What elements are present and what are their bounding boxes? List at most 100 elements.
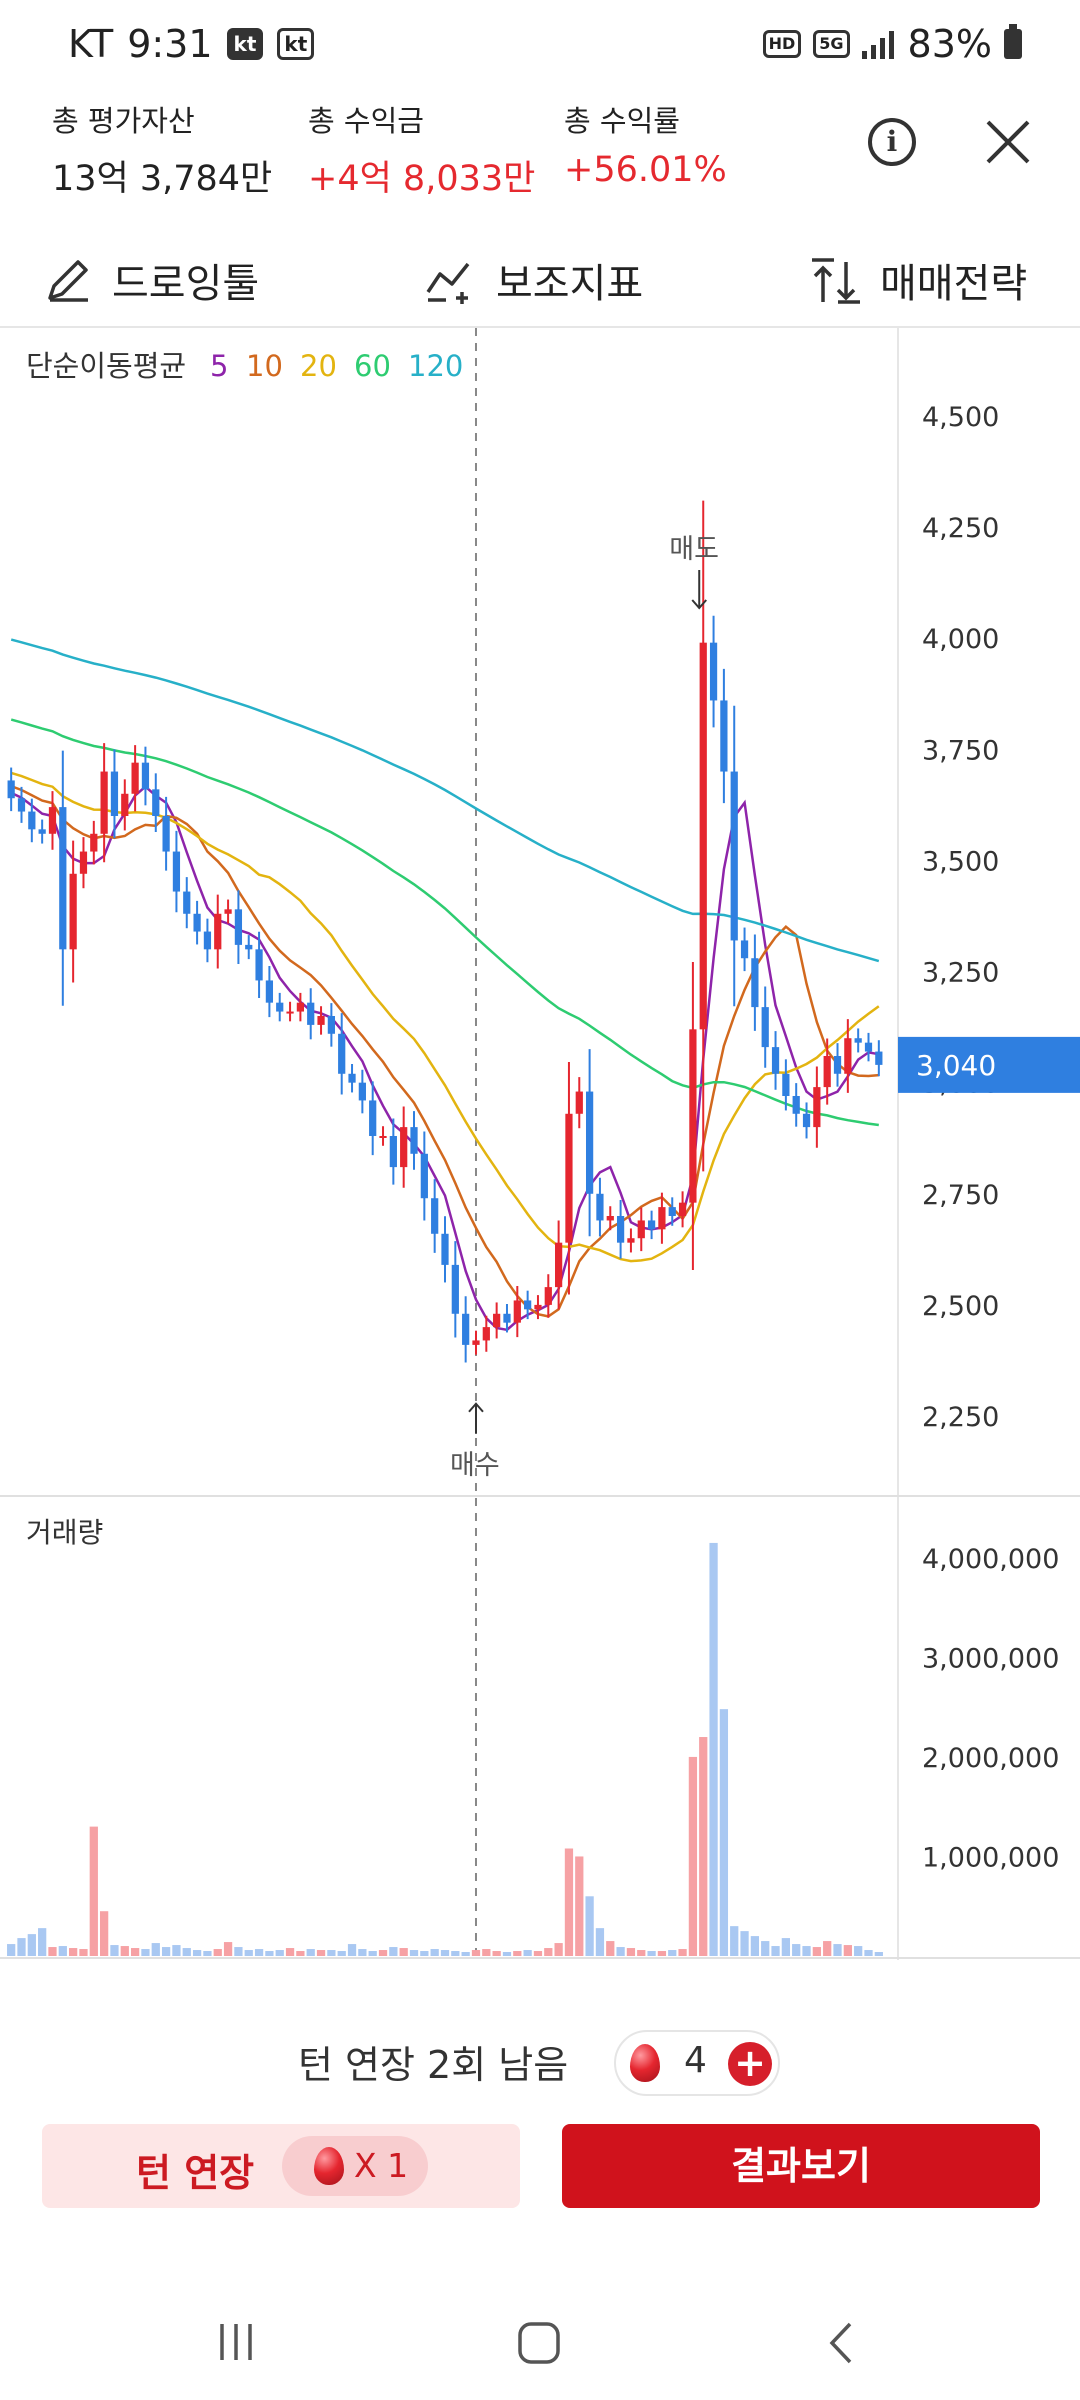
volume-bar bbox=[843, 1945, 852, 1956]
volume-bar bbox=[874, 1952, 883, 1956]
kt-badge-outline-icon: kt bbox=[277, 28, 315, 60]
view-result-button[interactable]: 결과보기 bbox=[562, 2124, 1040, 2208]
volume-bar bbox=[48, 1947, 57, 1956]
candle-body bbox=[214, 913, 222, 950]
price-tick-label: 3,750 bbox=[922, 735, 999, 766]
volume-bar bbox=[657, 1951, 667, 1956]
candle-body bbox=[813, 1087, 821, 1128]
volume-bar bbox=[471, 1950, 481, 1956]
close-icon[interactable] bbox=[982, 116, 1034, 168]
candle-body bbox=[121, 793, 129, 816]
ma-legend-title: 단순이동평균 bbox=[26, 349, 186, 383]
candle-body bbox=[110, 771, 119, 816]
volume-bar bbox=[864, 1950, 873, 1956]
back-icon[interactable] bbox=[822, 2320, 862, 2366]
volume-bar bbox=[130, 1948, 140, 1956]
chart-area[interactable]: 단순이동평균 5 10 20 60 120 거래량 2,250 2,500 2,750 3,0… bbox=[0, 328, 1080, 1960]
volume-bar bbox=[69, 1948, 78, 1956]
volume-bar bbox=[678, 1949, 687, 1956]
candle-body bbox=[338, 1033, 346, 1074]
volume-bar bbox=[616, 1947, 625, 1956]
candle-body bbox=[131, 762, 139, 794]
home-icon[interactable] bbox=[516, 2320, 562, 2366]
volume-bar bbox=[296, 1951, 305, 1956]
current-price-tag: 3,040 bbox=[898, 1036, 1080, 1093]
indicator-button[interactable]: 보조지표 bbox=[424, 232, 643, 328]
volume-bar bbox=[17, 1938, 26, 1956]
candle-body bbox=[17, 798, 26, 812]
volume-bar bbox=[492, 1951, 501, 1956]
egg-coin-balance: 4 + bbox=[614, 2030, 780, 2096]
turn-extend-button[interactable]: 턴 연장 X 1 bbox=[42, 2124, 520, 2208]
candle-body bbox=[689, 1029, 697, 1203]
candle-body bbox=[462, 1313, 470, 1345]
strategy-button[interactable]: 매매전략 bbox=[808, 232, 1027, 328]
volume-axis: 1,000,000 2,000,000 3,000,000 4,000,000 bbox=[922, 1544, 1059, 1874]
volume-bar bbox=[234, 1947, 243, 1956]
egg-count: 4 bbox=[684, 2040, 707, 2081]
candle-body bbox=[833, 1056, 842, 1074]
candle-body bbox=[38, 829, 46, 834]
current-price-badge bbox=[898, 1036, 1080, 1093]
buy-arrow-head bbox=[468, 1402, 484, 1413]
volume-bar bbox=[792, 1944, 801, 1956]
volume-tick-label: 1,000,000 bbox=[922, 1842, 1059, 1873]
candle-body bbox=[565, 1113, 573, 1243]
candle-body bbox=[699, 642, 707, 1030]
candle-body bbox=[410, 1127, 418, 1154]
candle-body bbox=[59, 807, 67, 950]
price-volume-chart[interactable]: 단순이동평균 5 10 20 60 120 거래량 2,250 2,500 2,750 3,0… bbox=[0, 328, 1080, 1960]
candle-body bbox=[513, 1300, 521, 1323]
volume-bar bbox=[833, 1944, 842, 1956]
volume-bar bbox=[223, 1942, 233, 1956]
kt-badge-icon: kt bbox=[226, 28, 264, 60]
price-tick-label: 2,750 bbox=[922, 1180, 999, 1211]
indicator-icon bbox=[426, 262, 470, 304]
volume-bar bbox=[213, 1949, 222, 1956]
price-tick-label: 4,000 bbox=[922, 624, 999, 655]
candle-body bbox=[792, 1096, 800, 1114]
candle-body bbox=[48, 807, 57, 834]
ma-legend-period: 60 bbox=[354, 349, 391, 383]
volume-bar bbox=[99, 1911, 109, 1956]
volume-bar bbox=[172, 1945, 181, 1956]
volume-bar bbox=[585, 1896, 594, 1956]
volume-bars bbox=[7, 1542, 883, 1956]
drawing-tool-button[interactable]: 드로잉툴 bbox=[42, 232, 259, 328]
volume-bar bbox=[440, 1950, 450, 1956]
status-left: KT 9:31 kt kt bbox=[68, 22, 315, 66]
volume-tick-label: 3,000,000 bbox=[922, 1643, 1059, 1674]
volume-bar bbox=[533, 1951, 543, 1956]
info-icon[interactable]: i bbox=[868, 118, 916, 166]
buy-label: 매수 bbox=[450, 1450, 500, 1481]
current-price-label: 3,040 bbox=[916, 1049, 996, 1082]
candle-body bbox=[875, 1051, 883, 1065]
volume-bar bbox=[554, 1943, 563, 1956]
candle-body bbox=[234, 909, 243, 945]
candle-body bbox=[141, 762, 150, 790]
candle-body bbox=[400, 1127, 408, 1168]
volume-bar bbox=[409, 1950, 419, 1956]
volume-tick-label: 4,000,000 bbox=[922, 1544, 1059, 1575]
total-return: 총 수익률 +56.01% bbox=[564, 98, 727, 190]
battery-icon bbox=[1004, 24, 1022, 59]
candle-body bbox=[596, 1193, 604, 1221]
candle-body bbox=[503, 1313, 511, 1323]
candle-body bbox=[720, 700, 728, 772]
recent-apps-icon[interactable] bbox=[214, 2320, 258, 2364]
volume-bar bbox=[719, 1709, 729, 1956]
total-assets-label: 총 평가자산 bbox=[52, 104, 195, 138]
volume-bar bbox=[316, 1950, 326, 1956]
volume-bar bbox=[244, 1950, 253, 1956]
candle-body bbox=[296, 1002, 305, 1012]
volume-bar bbox=[668, 1950, 677, 1956]
add-egg-button[interactable]: + bbox=[728, 2042, 772, 2086]
candle-body bbox=[245, 944, 253, 950]
ma-line-20 bbox=[10, 771, 880, 1263]
price-axis: 2,2502,5002,7503,0003,2503,5003,7504,000… bbox=[922, 402, 999, 1433]
candle-body bbox=[255, 949, 263, 981]
volume-bar bbox=[254, 1949, 264, 1956]
volume-bar bbox=[285, 1948, 295, 1956]
candle-body bbox=[782, 1073, 790, 1096]
pencil-icon bbox=[48, 260, 88, 302]
